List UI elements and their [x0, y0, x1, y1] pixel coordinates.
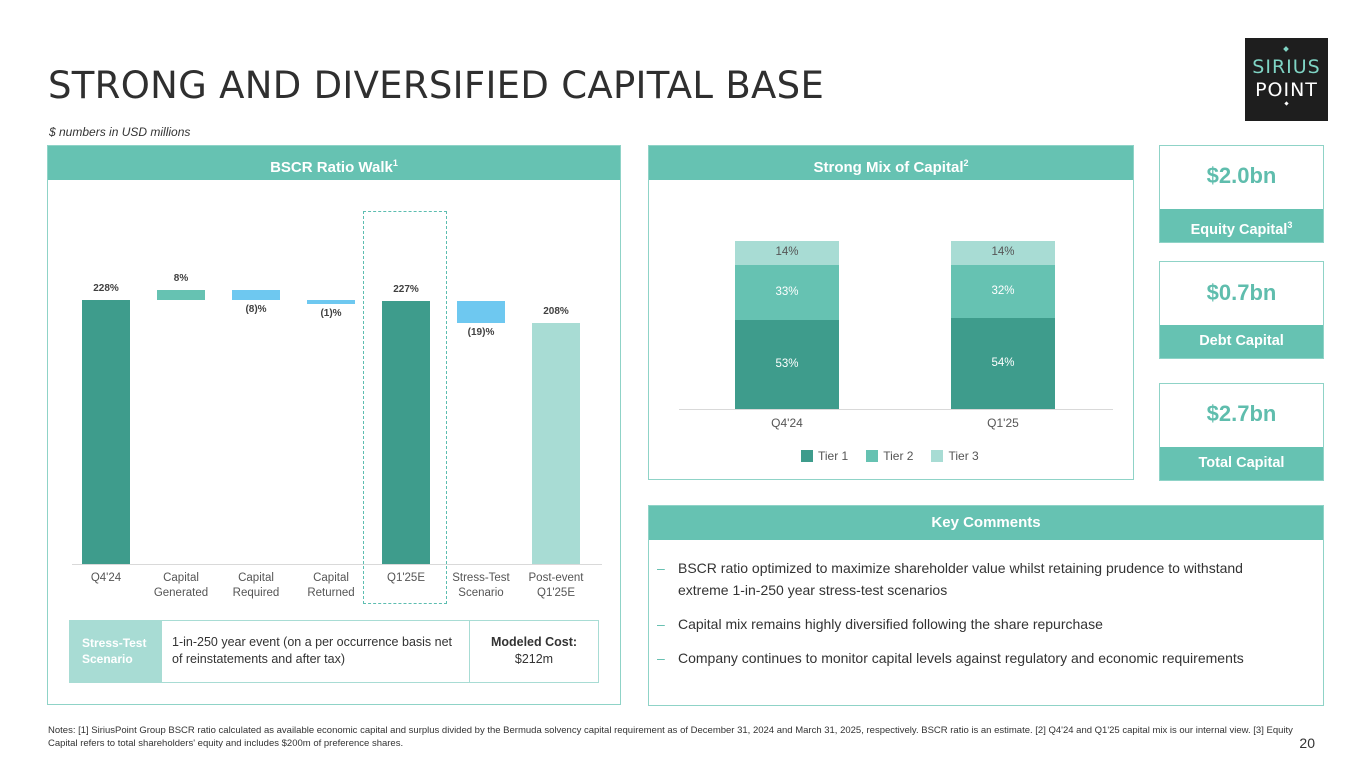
legend-item: Tier 3 — [931, 449, 979, 463]
legend-label: Tier 2 — [883, 449, 914, 463]
waterfall-bar — [532, 322, 580, 564]
waterfall-bar — [232, 290, 280, 300]
stacked-segment: 32% — [951, 264, 1055, 319]
mix-category-label: Q4'24 — [771, 416, 803, 430]
capital-mix-legend: Tier 1 Tier 2 Tier 3 — [801, 449, 979, 463]
waterfall-data-label: (1)% — [320, 307, 342, 319]
total-capital-value: $2.7bn — [1206, 401, 1277, 426]
stress-test-label: Stress-Test Scenario — [70, 621, 162, 682]
modeled-cost: Modeled Cost: $212m — [470, 621, 598, 682]
key-comments-header: Key Comments — [649, 506, 1323, 540]
legend-item: Tier 1 — [801, 449, 848, 463]
equity-capital-kpi: $2.0bn Equity Capital3 — [1159, 145, 1324, 243]
debt-capital-label: Debt Capital — [1160, 325, 1323, 358]
key-comments-panel: Key Comments – BSCR ratio optimized to m… — [648, 505, 1324, 706]
comment-item: – BSCR ratio optimized to maximize share… — [657, 557, 1297, 601]
bscr-walk-footnote-ref: 1 — [392, 158, 398, 168]
walk-axis-line — [72, 564, 602, 565]
modeled-cost-value: $212m — [514, 652, 554, 666]
legend-label: Tier 3 — [948, 449, 979, 463]
logo-line1: SIRIUS — [1252, 56, 1321, 78]
logo-star-icon — [1283, 46, 1289, 52]
debt-capital-value: $0.7bn — [1206, 280, 1277, 305]
waterfall-data-label: (8)% — [245, 303, 267, 315]
waterfall-data-label: 227% — [393, 283, 419, 295]
equity-capital-label-text: Equity Capital — [1190, 221, 1288, 238]
stacked-segment: 33% — [735, 264, 839, 320]
capital-mix-panel: Strong Mix of Capital2 Tier 1 Tier 2 Tier … — [648, 145, 1134, 480]
waterfall-bar — [157, 290, 205, 300]
legend-swatch — [801, 450, 813, 462]
page-number: 20 — [1299, 735, 1315, 751]
waterfall-data-label: 208% — [543, 305, 569, 317]
dash-bullet-icon: – — [657, 560, 665, 576]
page-title: STRONG AND DIVERSIFIED CAPITAL BASE — [48, 64, 825, 107]
waterfall-bar — [457, 300, 505, 323]
stacked-segment: 54% — [951, 318, 1055, 409]
logo-dot-icon — [1284, 101, 1289, 106]
units-note: $ numbers in USD millions — [49, 125, 191, 139]
legend-item: Tier 2 — [866, 449, 913, 463]
legend-label: Tier 1 — [818, 449, 849, 463]
bscr-walk-header: BSCR Ratio Walk1 — [48, 146, 620, 180]
bscr-walk-panel: BSCR Ratio Walk1 Stress-Test Scenario 1-… — [47, 145, 621, 705]
comment-text: BSCR ratio optimized to maximize shareho… — [678, 560, 1243, 598]
bscr-walk-header-text: BSCR Ratio Walk — [270, 159, 393, 176]
waterfall-bar — [307, 299, 355, 304]
dash-bullet-icon: – — [657, 616, 665, 632]
waterfall-category-label: Capital Returned — [307, 572, 355, 599]
comment-text: Company continues to monitor capital lev… — [678, 650, 1244, 666]
waterfall-data-label: (19)% — [467, 326, 495, 338]
logo-line2: POINT — [1255, 79, 1318, 101]
waterfall-data-label: 228% — [93, 282, 119, 294]
waterfall-data-label: 8% — [173, 273, 189, 285]
waterfall-category-label: Post-event Q1'25E — [528, 572, 584, 599]
siriuspoint-logo: SIRIUS POINT — [1245, 38, 1328, 121]
stacked-segment: 14% — [951, 241, 1055, 265]
debt-capital-kpi: $0.7bn Debt Capital — [1159, 261, 1324, 359]
equity-capital-label: Equity Capital3 — [1160, 209, 1323, 242]
footnotes: Notes: [1] SiriusPoint Group BSCR ratio … — [48, 725, 1293, 749]
comment-text: Capital mix remains highly diversified f… — [678, 616, 1103, 632]
waterfall-bar — [382, 300, 430, 564]
equity-capital-value: $2.0bn — [1206, 163, 1277, 188]
stress-test-description: 1-in-250 year event (on a per occurrence… — [162, 621, 470, 682]
stress-test-table: Stress-Test Scenario 1-in-250 year event… — [69, 620, 599, 683]
dash-bullet-icon: – — [657, 650, 665, 666]
modeled-cost-label: Modeled Cost: — [490, 635, 578, 649]
capital-mix-footnote-ref: 2 — [963, 158, 969, 168]
waterfall-category-label: Capital Required — [232, 572, 280, 599]
capital-mix-header-text: Strong Mix of Capital — [813, 159, 964, 176]
stacked-segment: 53% — [735, 319, 839, 409]
waterfall-category-label: Q1'25E — [387, 572, 425, 584]
total-capital-kpi: $2.7bn Total Capital — [1159, 383, 1324, 481]
stacked-segment: 14% — [735, 241, 839, 265]
waterfall-bar — [82, 299, 130, 564]
mix-category-label: Q1'25 — [987, 416, 1019, 430]
comment-item: – Company continues to monitor capital l… — [657, 647, 1297, 669]
equity-capital-footnote-ref: 3 — [1287, 220, 1293, 230]
total-capital-label: Total Capital — [1160, 447, 1323, 480]
waterfall-category-label: Capital Generated — [153, 572, 209, 599]
waterfall-category-label: Stress-Test Scenario — [452, 572, 510, 599]
capital-mix-header: Strong Mix of Capital2 — [649, 146, 1133, 180]
mix-axis-line — [679, 409, 1113, 410]
comment-item: – Capital mix remains highly diversified… — [657, 613, 1297, 635]
legend-swatch — [931, 450, 944, 462]
waterfall-category-label: Q4'24 — [90, 572, 122, 584]
q1-25e-highlight-box — [363, 211, 447, 604]
legend-swatch — [866, 450, 879, 462]
